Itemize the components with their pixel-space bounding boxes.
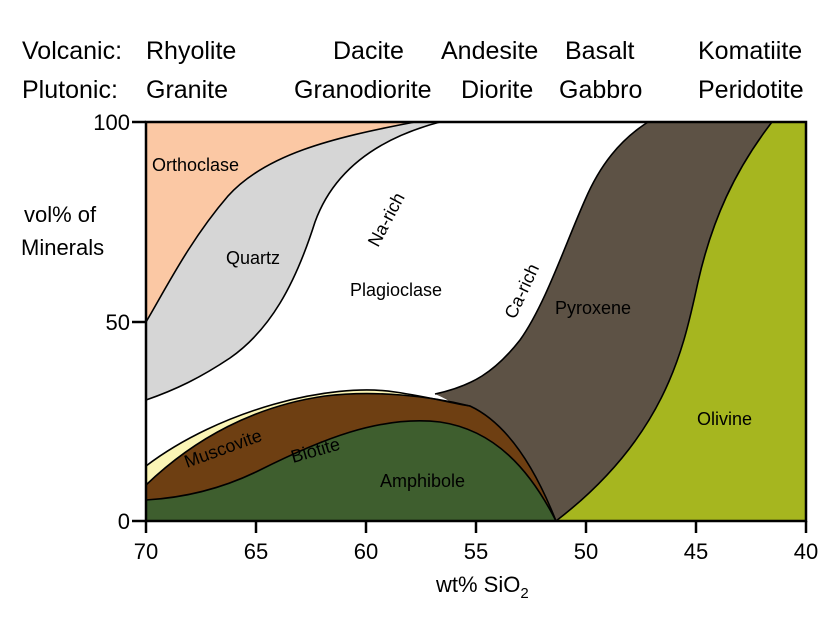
volcanic-rhyolite: Rhyolite — [146, 37, 236, 65]
x-tick-label-65: 65 — [244, 539, 268, 564]
x-tick-label-70: 70 — [134, 539, 158, 564]
amphibole-label: Amphibole — [380, 471, 465, 491]
y-axis-label-line2: Minerals — [21, 235, 104, 260]
x-tick-label-50: 50 — [574, 539, 598, 564]
olivine-label: Olivine — [697, 409, 752, 429]
plutonic-granite: Granite — [146, 76, 228, 104]
volcanic-row-label: Volcanic: — [22, 37, 122, 65]
x-axis-label-main: wt% SiO — [435, 572, 520, 597]
mineral-fields — [146, 122, 806, 521]
quartz-field — [146, 122, 440, 400]
pyroxene-field — [435, 122, 772, 521]
y-axis-label-line1: vol% of — [24, 202, 97, 227]
y-tick-label-100: 100 — [93, 110, 130, 135]
biotite-amphibole-boundary — [145, 420, 557, 522]
field-boundaries — [145, 121, 773, 522]
x-tick-label-60: 60 — [354, 539, 378, 564]
muscovite-biotite-boundary — [145, 392, 557, 522]
plagioclase-label: Plagioclase — [350, 280, 442, 300]
quartz-label: Quartz — [226, 248, 280, 268]
volcanic-komatiite: Komatiite — [698, 37, 802, 65]
volcanic-dacite: Dacite — [333, 37, 404, 65]
quartz-plagioclase-boundary — [145, 121, 441, 401]
biotite-field — [146, 393, 556, 521]
plutonic-row-label: Plutonic: — [22, 76, 118, 104]
olivine-field — [556, 122, 806, 521]
plutonic-diorite: Diorite — [461, 76, 533, 104]
pyroxene-olivine-boundary — [555, 121, 773, 522]
y-axis — [132, 120, 146, 523]
y-tick-label-0: 0 — [118, 509, 130, 534]
orthoclase-field — [146, 122, 415, 322]
x-axis-label: wt% SiO2 — [435, 572, 529, 602]
orthoclase-quartz-boundary — [145, 121, 416, 323]
x-tick-label-45: 45 — [684, 539, 708, 564]
y-tick-label-50: 50 — [106, 310, 130, 335]
pyroxene-label: Pyroxene — [555, 298, 631, 318]
plutonic-granodiorite: Granodiorite — [294, 76, 432, 104]
x-tick-label-55: 55 — [464, 539, 488, 564]
x-tick-label-40: 40 — [794, 539, 818, 564]
volcanic-basalt: Basalt — [565, 37, 635, 65]
plutonic-gabbro: Gabbro — [559, 76, 642, 104]
plutonic-peridotite: Peridotite — [698, 76, 804, 104]
amphibole-field — [146, 420, 556, 521]
x-axis — [144, 521, 808, 533]
x-axis-label-subscript: 2 — [520, 585, 528, 602]
volcanic-andesite: Andesite — [441, 37, 538, 65]
orthoclase-label: Orthoclase — [152, 155, 239, 175]
plagioclase-pyroxene-boundary — [434, 121, 649, 395]
